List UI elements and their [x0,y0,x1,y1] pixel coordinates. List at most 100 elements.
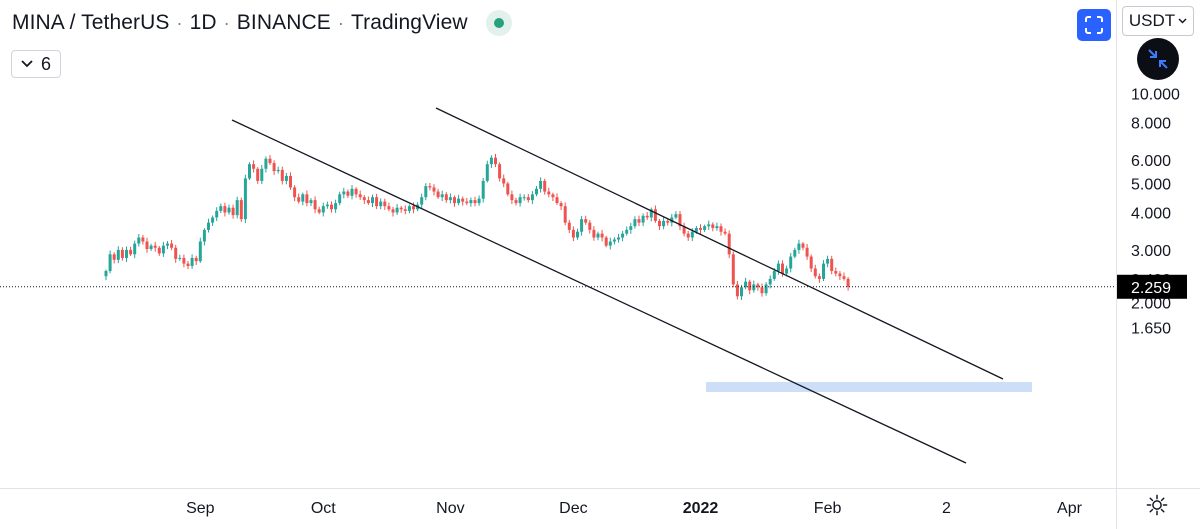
candle [625,226,629,236]
trend-line[interactable] [435,107,1004,380]
indicators-toggle-button[interactable]: 6 [11,50,61,78]
candle [125,246,128,262]
y-tick-label: 4.000 [1131,206,1171,223]
candle [346,189,350,198]
candle [789,252,793,273]
gear-icon[interactable] [1146,494,1168,516]
x-tick-label: Feb [814,500,842,517]
candle [686,230,690,241]
candle [112,252,116,264]
candle [166,241,169,250]
candle [264,156,268,173]
candle [842,272,846,281]
candle [330,201,333,213]
x-tick-label: Apr [1057,500,1083,517]
candle [211,215,215,226]
channel-lines [231,107,1004,464]
candle [186,260,190,270]
candle [838,271,842,281]
candle [448,193,452,204]
candle [133,240,137,259]
candle [600,229,604,242]
y-tick-label: 3.000 [1131,243,1171,260]
candle [481,177,485,203]
candle [731,251,735,288]
candle [576,228,579,240]
candle [489,155,493,169]
candle [387,202,391,212]
candle [641,213,645,227]
candle [108,250,112,274]
candle [350,184,354,200]
chevron-down-icon [21,60,33,68]
candle [170,239,174,251]
candle [793,247,797,259]
candle [239,197,243,222]
candle [375,193,379,210]
candle [395,203,399,215]
x-tick-label: 2022 [683,500,719,517]
fullscreen-button[interactable] [1077,9,1111,41]
minimize-button[interactable] [1137,38,1179,80]
trend-line[interactable] [231,119,967,464]
candle [354,187,358,198]
symbol-header[interactable]: MINA / TetherUS · 1D · BINANCE · Trading… [12,10,512,36]
candle [145,237,149,253]
x-tick-label: Oct [311,500,336,517]
indicator-count: 6 [40,53,51,74]
candle [498,162,502,182]
candle [137,233,141,247]
candle [744,277,748,290]
candle [756,282,760,291]
candle [293,185,297,202]
y-tick-label: 10.000 [1131,86,1180,103]
last-price-label: 2.259 [1131,280,1171,297]
candle [703,224,707,233]
candle [235,196,239,219]
candle [526,193,530,203]
y-tick-label: 6.000 [1131,153,1171,170]
candle [658,218,661,230]
candle [785,265,789,277]
candle [231,204,235,219]
candle [645,212,649,220]
x-tick-label: Dec [559,500,587,517]
candle [678,211,682,231]
y-tick-label: 1.650 [1131,321,1171,338]
candle [248,162,251,181]
candle [846,276,850,291]
candle [157,245,161,256]
candle [563,202,567,226]
candle [444,192,448,203]
candle [243,174,247,224]
candle [617,233,620,243]
candle [379,198,383,210]
candle [723,228,727,236]
candle [502,174,506,188]
candle [420,193,424,209]
candle [198,237,202,263]
candle [543,178,547,195]
candle [817,273,821,283]
candle [129,246,133,257]
candle [666,218,670,226]
currency-select[interactable]: USDT [1122,6,1194,36]
candle [719,223,723,236]
interval-label[interactable]: 1D [189,11,217,34]
platform-label: TradingView [350,11,468,34]
candle [801,241,805,251]
candle [633,216,637,229]
symbol-name[interactable]: MINA / TetherUS [12,11,170,34]
candle [711,222,715,232]
fullscreen-icon [1085,16,1103,34]
support-zone[interactable] [706,382,1032,392]
candle [383,198,387,210]
y-tick-label: 2.000 [1131,296,1171,313]
separator: · [223,12,230,33]
candle [653,205,657,223]
candle [621,230,625,242]
candle [699,224,702,234]
market-status-icon[interactable] [485,10,512,36]
candle [514,197,518,206]
